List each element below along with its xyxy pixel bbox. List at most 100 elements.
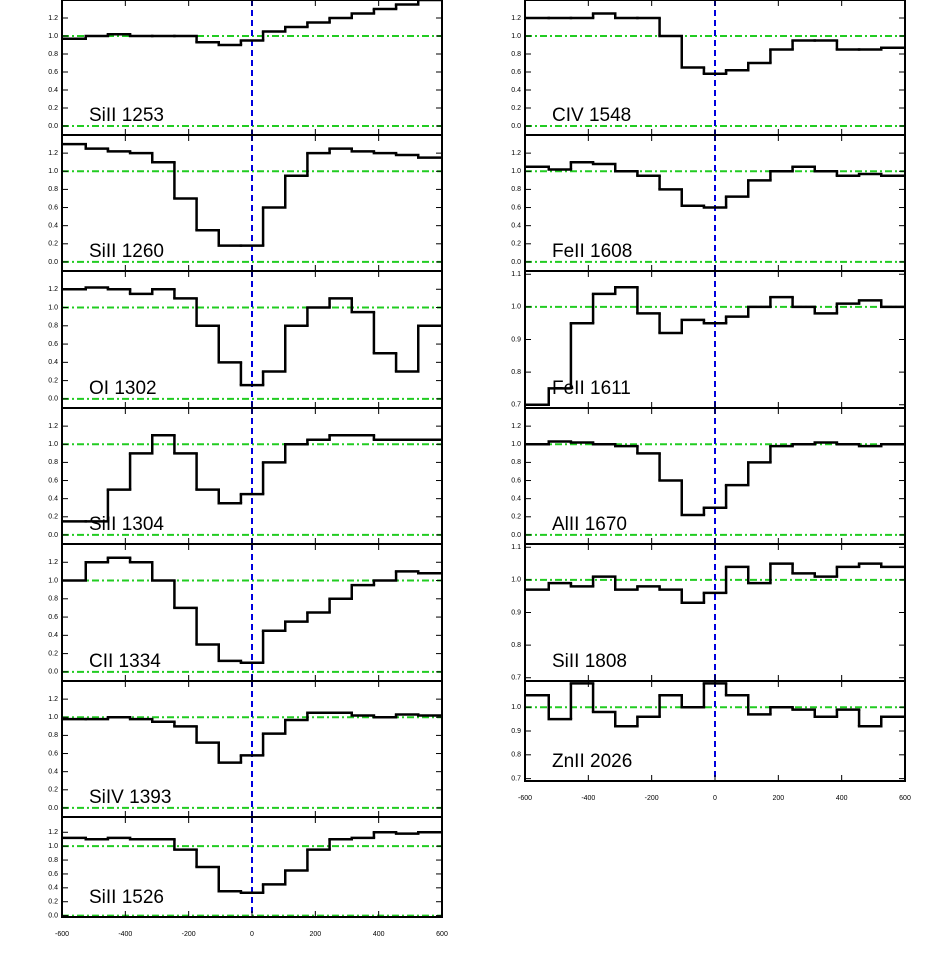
y-tick-label: 1.2 bbox=[48, 150, 58, 157]
y-tick-label: 0.8 bbox=[511, 51, 521, 58]
plot-area bbox=[525, 135, 905, 271]
plot-area bbox=[62, 135, 442, 271]
y-tick-label: 0.6 bbox=[48, 750, 58, 757]
y-tick-label: 0.6 bbox=[511, 477, 521, 484]
x-tick-label: 0 bbox=[250, 931, 254, 938]
panel: 0.0 0.2 0.4 0.6 0.8 1.0 1.2 SiII 1260 bbox=[48, 134, 443, 272]
y-tick-label: 0.8 bbox=[48, 323, 58, 330]
y-tick-label: 0.6 bbox=[511, 69, 521, 76]
y-tick-label: 0.0 bbox=[48, 669, 58, 676]
y-tick-label: 1.0 bbox=[48, 168, 58, 175]
y-tick-label: 1.0 bbox=[511, 168, 521, 175]
plot-area bbox=[525, 681, 905, 781]
y-tick-label: 1.2 bbox=[48, 15, 58, 22]
y-tick-label: 0.2 bbox=[511, 241, 521, 248]
y-tick-label: 1.0 bbox=[511, 441, 521, 448]
plot-area bbox=[62, 681, 442, 817]
y-tick-label: 1.0 bbox=[511, 304, 521, 311]
ion-label: FeII 1611 bbox=[552, 378, 631, 399]
y-tick-label: 0.4 bbox=[48, 496, 58, 503]
y-tick-label: 1.2 bbox=[511, 423, 521, 430]
y-tick-label: 0.0 bbox=[511, 532, 521, 539]
ion-label: SiII 1260 bbox=[89, 241, 164, 262]
plot-area bbox=[62, 817, 442, 917]
ion-label: CIV 1548 bbox=[552, 105, 631, 126]
y-tick-label: 0.6 bbox=[48, 614, 58, 621]
plot-area bbox=[62, 408, 442, 544]
y-tick-label: 1.1 bbox=[511, 544, 521, 551]
y-tick-label: 0.8 bbox=[511, 369, 521, 376]
y-tick-label: 0.8 bbox=[48, 186, 58, 193]
y-tick-label: 0.8 bbox=[48, 857, 58, 864]
y-tick-label: 1.2 bbox=[511, 15, 521, 22]
y-tick-label: 0.6 bbox=[511, 204, 521, 211]
y-tick-label: 1.1 bbox=[511, 271, 521, 278]
y-tick-label: 0.4 bbox=[48, 769, 58, 776]
y-tick-label: 0.0 bbox=[48, 123, 58, 130]
y-tick-label: 1.2 bbox=[48, 696, 58, 703]
y-tick-label: 1.0 bbox=[48, 304, 58, 311]
plot-area bbox=[525, 271, 905, 408]
y-tick-label: 0.9 bbox=[511, 336, 521, 343]
y-tick-label: 1.0 bbox=[48, 843, 58, 850]
y-tick-label: 0.7 bbox=[511, 675, 521, 682]
ion-label: CII 1334 bbox=[89, 651, 161, 672]
ion-label: SiII 1808 bbox=[552, 651, 627, 672]
y-tick-label: 0.6 bbox=[48, 871, 58, 878]
panel: 0.7 0.8 0.9 1.0 1.1 FeII 1611 bbox=[511, 270, 906, 409]
y-tick-label: 0.0 bbox=[48, 259, 58, 266]
y-tick-label: 0.4 bbox=[48, 87, 58, 94]
y-tick-label: 0.0 bbox=[511, 259, 521, 266]
y-tick-label: 0.0 bbox=[48, 532, 58, 539]
y-tick-label: 1.0 bbox=[511, 577, 521, 584]
x-tick-label: 400 bbox=[373, 931, 385, 938]
ion-label: AlII 1670 bbox=[552, 514, 627, 535]
y-tick-label: 0.9 bbox=[511, 609, 521, 616]
y-tick-label: 1.0 bbox=[48, 714, 58, 721]
panel: 0.7 0.8 0.9 1.0 1.1 SiII 1808 bbox=[511, 543, 906, 682]
y-tick-label: 0.7 bbox=[511, 775, 521, 782]
y-tick-label: 1.0 bbox=[48, 577, 58, 584]
y-tick-label: 1.2 bbox=[48, 286, 58, 293]
ion-label: SiII 1253 bbox=[89, 105, 164, 126]
ion-label: FeII 1608 bbox=[552, 241, 632, 262]
y-tick-label: 0.4 bbox=[511, 87, 521, 94]
x-tick-label: 0 bbox=[713, 795, 717, 802]
y-tick-label: 0.8 bbox=[48, 459, 58, 466]
panel: 0.0 0.2 0.4 0.6 0.8 1.0 1.2 SiII 1253 bbox=[48, 0, 443, 136]
y-tick-label: 1.2 bbox=[48, 829, 58, 836]
x-tick-label: 600 bbox=[436, 931, 448, 938]
x-tick-label: 200 bbox=[309, 931, 321, 938]
y-tick-label: 1.0 bbox=[511, 33, 521, 40]
panel: 0.0 0.2 0.4 0.6 0.8 1.0 1.2 CIV 1548 bbox=[511, 0, 906, 136]
y-tick-label: 0.2 bbox=[48, 787, 58, 794]
plot-area bbox=[525, 0, 905, 135]
y-tick-label: 0.2 bbox=[511, 105, 521, 112]
y-tick-label: 0.6 bbox=[48, 204, 58, 211]
y-tick-label: 0.6 bbox=[48, 477, 58, 484]
x-tick-label: -200 bbox=[182, 931, 196, 938]
y-tick-label: 1.2 bbox=[48, 559, 58, 566]
y-tick-label: 1.0 bbox=[48, 441, 58, 448]
panel: 0.0 0.2 0.4 0.6 0.8 1.0 1.2 AlII 1670 bbox=[511, 407, 906, 545]
y-tick-label: 0.4 bbox=[511, 496, 521, 503]
x-tick-label: -200 bbox=[645, 795, 659, 802]
y-tick-label: 0.0 bbox=[48, 912, 58, 919]
y-tick-label: 1.2 bbox=[511, 150, 521, 157]
plot-area bbox=[62, 544, 442, 681]
y-tick-label: 0.0 bbox=[48, 805, 58, 812]
y-tick-label: 0.4 bbox=[48, 632, 58, 639]
y-tick-label: 0.0 bbox=[48, 396, 58, 403]
plot-area bbox=[62, 271, 442, 408]
panel: 0.7 0.8 0.9 1.0 -600 -400 -200 0 200 400 600 ZnII 2… bbox=[511, 680, 911, 802]
y-tick-label: 0.2 bbox=[48, 105, 58, 112]
plot-area bbox=[62, 0, 442, 135]
ion-label: SiII 1526 bbox=[89, 887, 164, 908]
y-tick-label: 0.2 bbox=[48, 899, 58, 906]
y-tick-label: 0.4 bbox=[511, 223, 521, 230]
y-tick-label: 0.9 bbox=[511, 728, 521, 735]
x-tick-label: -600 bbox=[55, 931, 69, 938]
y-tick-label: 0.4 bbox=[48, 359, 58, 366]
y-tick-label: 0.8 bbox=[511, 642, 521, 649]
